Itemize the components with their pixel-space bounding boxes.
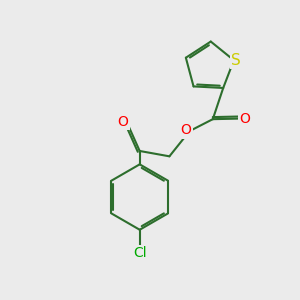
Text: Cl: Cl (133, 246, 146, 260)
Text: S: S (231, 53, 241, 68)
Text: O: O (239, 112, 250, 126)
Text: O: O (181, 124, 191, 137)
Text: O: O (118, 115, 128, 129)
